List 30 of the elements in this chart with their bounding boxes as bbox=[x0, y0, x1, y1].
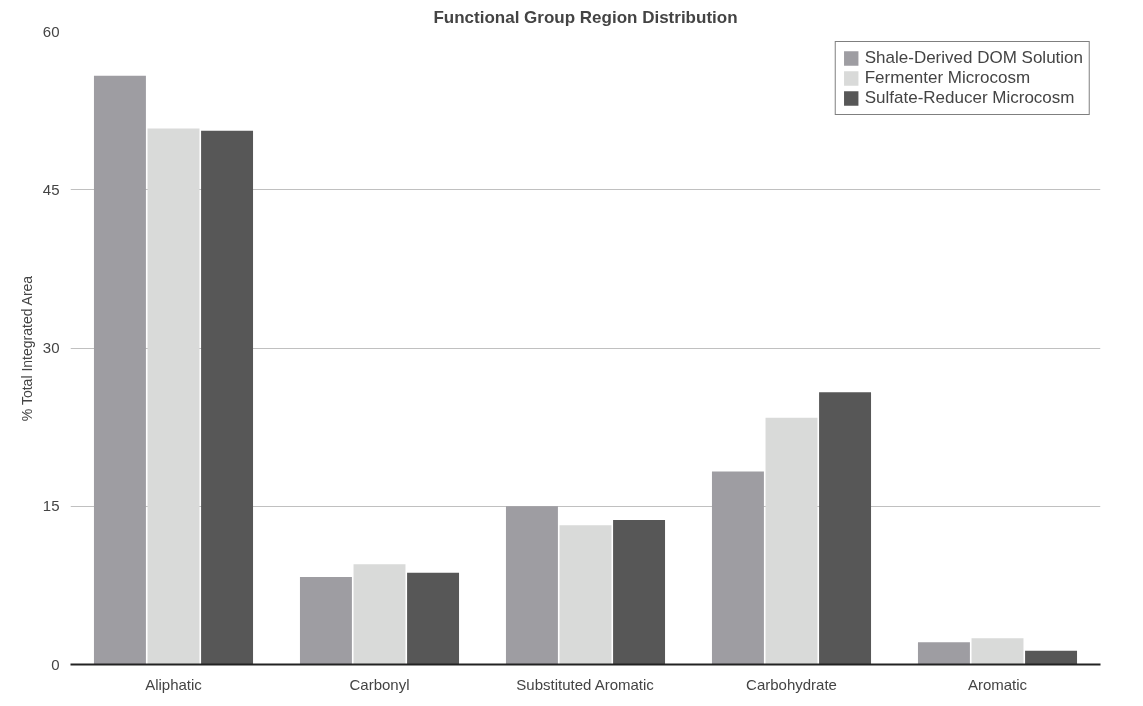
y-axis-title: % Total Integrated Area bbox=[18, 275, 35, 422]
y-tick-label: 60 bbox=[42, 22, 60, 40]
y-tick-label: 15 bbox=[42, 497, 60, 515]
bar bbox=[559, 525, 612, 665]
legend-label: Sulfate-Reducer Microcosm bbox=[864, 88, 1075, 108]
x-tick-label: Carbonyl bbox=[349, 675, 410, 693]
y-tick-label: 30 bbox=[42, 339, 60, 356]
bar bbox=[147, 128, 200, 665]
chart-title: Functional Group Region Distribution bbox=[433, 7, 738, 27]
bar bbox=[613, 519, 666, 665]
bar bbox=[299, 576, 352, 665]
legend-label: Fermenter Microcosm bbox=[864, 68, 1031, 88]
legend-label: Shale-Derived DOM Solution bbox=[864, 48, 1083, 68]
bar bbox=[93, 75, 146, 665]
bar bbox=[505, 506, 558, 665]
bar bbox=[201, 130, 254, 665]
bar bbox=[407, 572, 460, 665]
x-tick-label: Carbohydrate bbox=[746, 675, 837, 693]
bar bbox=[819, 392, 872, 665]
bar bbox=[353, 564, 406, 665]
bar bbox=[917, 642, 970, 665]
x-tick-label: Aliphatic bbox=[145, 675, 203, 693]
y-tick-label: 45 bbox=[42, 180, 60, 198]
bar bbox=[971, 638, 1024, 665]
bar bbox=[711, 471, 764, 665]
y-tick-label: 0 bbox=[51, 655, 60, 673]
x-tick-label: Substituted Aromatic bbox=[516, 675, 655, 693]
bar bbox=[1025, 650, 1078, 665]
bar bbox=[765, 417, 818, 665]
x-tick-label: Aromatic bbox=[967, 675, 1028, 693]
